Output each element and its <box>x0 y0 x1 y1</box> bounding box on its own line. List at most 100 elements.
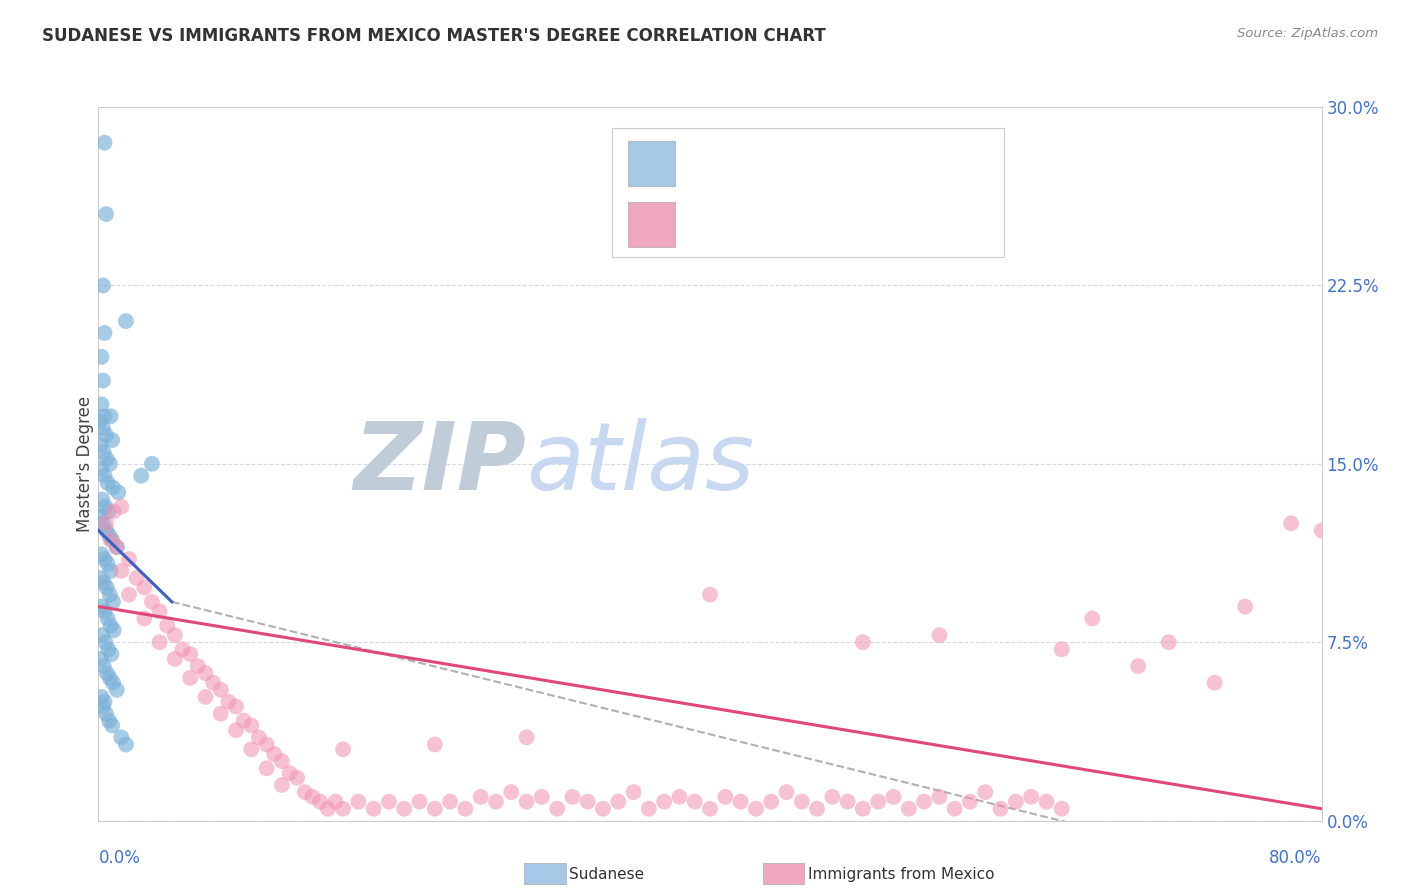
Point <box>98 671 121 685</box>
Point <box>714 789 737 804</box>
Text: ZIP: ZIP <box>354 417 526 510</box>
Y-axis label: Master's Degree: Master's Degree <box>76 396 94 532</box>
Point <box>172 642 194 657</box>
Point <box>270 778 294 792</box>
Point <box>98 457 121 471</box>
Point <box>637 802 661 816</box>
Point <box>363 802 385 816</box>
Point <box>270 754 294 768</box>
Point <box>163 652 186 666</box>
Point <box>294 785 316 799</box>
Point <box>439 795 461 809</box>
Point <box>90 438 112 452</box>
Point <box>1050 802 1073 816</box>
Text: atlas: atlas <box>526 418 755 509</box>
Point <box>501 785 523 799</box>
Point <box>652 795 675 809</box>
Point <box>699 588 721 602</box>
Point <box>668 789 690 804</box>
FancyBboxPatch shape <box>762 863 804 884</box>
Point <box>423 802 446 816</box>
Point <box>91 421 114 435</box>
Point <box>194 690 217 704</box>
Point <box>90 690 112 704</box>
Point <box>103 624 125 638</box>
Point <box>93 468 115 483</box>
Point <box>98 714 121 728</box>
Point <box>347 795 370 809</box>
Point <box>93 604 115 618</box>
Point <box>93 695 115 709</box>
Point <box>94 207 117 221</box>
Point <box>90 350 112 364</box>
Point <box>516 795 538 809</box>
Point <box>837 795 859 809</box>
Point <box>1081 611 1104 625</box>
Point <box>90 652 112 666</box>
Point <box>100 564 122 578</box>
Point <box>98 588 121 602</box>
Point <box>806 802 828 816</box>
Point <box>852 635 875 649</box>
Point <box>959 795 981 809</box>
Point <box>821 789 844 804</box>
Point <box>883 789 905 804</box>
Point <box>149 635 172 649</box>
Point <box>1019 789 1042 804</box>
Point <box>316 802 339 816</box>
Point <box>89 509 111 524</box>
Point <box>761 795 783 809</box>
Point <box>91 699 114 714</box>
Point <box>240 718 263 732</box>
Point <box>576 795 599 809</box>
Point <box>454 802 477 816</box>
Point <box>247 731 270 745</box>
Point <box>141 457 163 471</box>
Point <box>1279 516 1302 531</box>
Point <box>101 718 124 732</box>
Point <box>209 706 232 721</box>
Point <box>623 785 645 799</box>
Point <box>100 618 122 632</box>
Point <box>96 581 118 595</box>
Point <box>115 738 138 752</box>
Point <box>97 504 120 518</box>
Text: SUDANESE VS IMMIGRANTS FROM MEXICO MASTER'S DEGREE CORRELATION CHART: SUDANESE VS IMMIGRANTS FROM MEXICO MASTE… <box>42 27 825 45</box>
Point <box>118 552 141 566</box>
Point <box>110 500 132 514</box>
Point <box>285 771 308 785</box>
Point <box>928 789 950 804</box>
Point <box>105 540 128 554</box>
Point <box>745 802 768 816</box>
Point <box>974 785 997 799</box>
Point <box>516 731 538 745</box>
Point <box>97 642 120 657</box>
Point <box>90 461 112 475</box>
Point <box>97 611 120 625</box>
Point <box>1128 659 1150 673</box>
Point <box>775 785 797 799</box>
Text: Source: ZipAtlas.com: Source: ZipAtlas.com <box>1237 27 1378 40</box>
Point <box>592 802 614 816</box>
Point <box>93 659 115 673</box>
Text: Sudanese: Sudanese <box>569 867 644 881</box>
Point <box>91 278 114 293</box>
Point <box>1035 795 1057 809</box>
Point <box>103 504 125 518</box>
Point <box>852 802 875 816</box>
Point <box>93 409 115 424</box>
Point <box>97 557 120 571</box>
Point <box>90 547 112 561</box>
Point <box>91 374 114 388</box>
Point <box>96 452 118 467</box>
Point <box>1310 524 1333 538</box>
Point <box>101 533 124 547</box>
Point <box>546 802 568 816</box>
Point <box>163 628 186 642</box>
Point <box>561 789 583 804</box>
Point <box>101 675 124 690</box>
Text: 80.0%: 80.0% <box>1270 849 1322 867</box>
Point <box>530 789 553 804</box>
Point <box>990 802 1012 816</box>
Point <box>94 516 117 531</box>
